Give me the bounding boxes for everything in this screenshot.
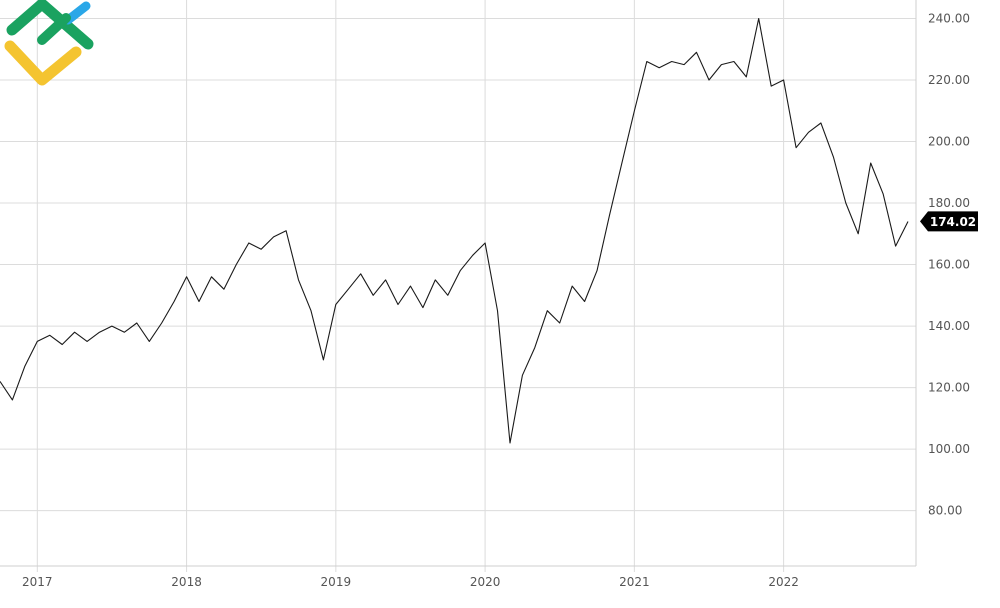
y-tick-label: 240.00 (928, 11, 970, 25)
x-tick-label: 2021 (619, 575, 650, 589)
x-tick-label: 2018 (171, 575, 202, 589)
logo-blue-stroke (63, 1, 91, 25)
y-tick-label: 200.00 (928, 135, 970, 149)
y-tick-label: 80.00 (928, 504, 962, 518)
logo-green-stem (37, 13, 71, 45)
y-tick-label: 160.00 (928, 258, 970, 272)
x-axis-ticks: 2017 2018 2019 2020 2021 2022 (22, 575, 799, 589)
y-tick-label: 180.00 (928, 196, 970, 210)
last-price-label-background (920, 211, 978, 232)
y-axis-ticks: 80.00 100.00 120.00 140.00 160.00 180.00 200.0… (928, 11, 970, 517)
brand-logo (4, 0, 94, 86)
x-tick-label: 2019 (321, 575, 352, 589)
y-tick-label: 100.00 (928, 442, 970, 456)
x-tick-label: 2017 (22, 575, 53, 589)
logo-yellow-stroke (4, 40, 82, 86)
logo-green-stroke (6, 0, 94, 50)
price-series-line (0, 17, 909, 444)
last-price-marker: 174.02 (920, 211, 978, 232)
x-tick-label: 2020 (470, 575, 501, 589)
last-price-label: 174.02 (930, 215, 976, 229)
x-tick-label: 2022 (768, 575, 799, 589)
y-tick-label: 120.00 (928, 381, 970, 395)
y-tick-label: 220.00 (928, 73, 970, 87)
grid-lines (0, 0, 916, 572)
y-tick-label: 140.00 (928, 319, 970, 333)
